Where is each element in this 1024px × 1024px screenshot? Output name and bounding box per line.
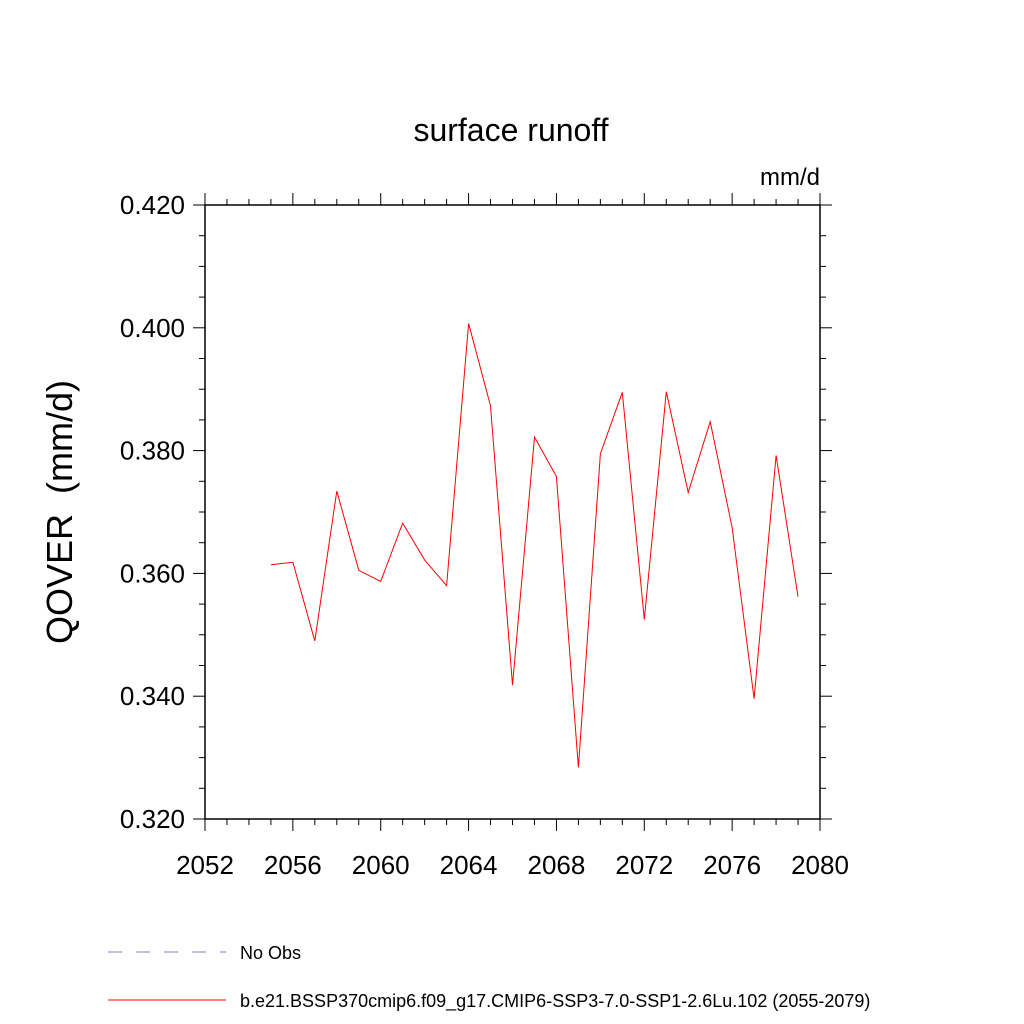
y-tick-label: 0.400	[120, 313, 185, 343]
plot-frame	[204, 204, 821, 820]
y-tick-label: 0.420	[120, 190, 185, 220]
x-tick-label: 2068	[528, 850, 586, 880]
y-tick-label: 0.360	[120, 558, 185, 588]
chart-title: surface runoff	[413, 112, 608, 148]
axis-ticks	[193, 193, 832, 831]
series-line	[270, 323, 799, 768]
y-axis-label: QOVER (mm/d)	[39, 380, 80, 644]
y-tick-label: 0.340	[120, 681, 185, 711]
x-tick-label: 2072	[615, 850, 673, 880]
x-tick-label: 2080	[791, 850, 849, 880]
x-tick-label: 2064	[440, 850, 498, 880]
tick-labels: 2052 2056 2060 2064 2068 2072 2076 2080 0.320 0.3…	[120, 190, 849, 880]
units-label: mm/d	[760, 164, 820, 191]
legend-label-series: b.e21.BSSP370cmip6.f09_g17.CMIP6-SSP3-7.…	[240, 991, 870, 1012]
y-tick-label: 0.320	[120, 804, 185, 834]
y-tick-label: 0.380	[120, 436, 185, 466]
legend: No Obs b.e21.BSSP370cmip6.f09_g17.CMIP6-…	[108, 943, 870, 1012]
x-tick-label: 2056	[264, 850, 322, 880]
x-tick-label: 2060	[352, 850, 410, 880]
legend-label-no-obs: No Obs	[240, 943, 301, 963]
x-tick-label: 2076	[703, 850, 761, 880]
x-tick-label: 2052	[176, 850, 234, 880]
